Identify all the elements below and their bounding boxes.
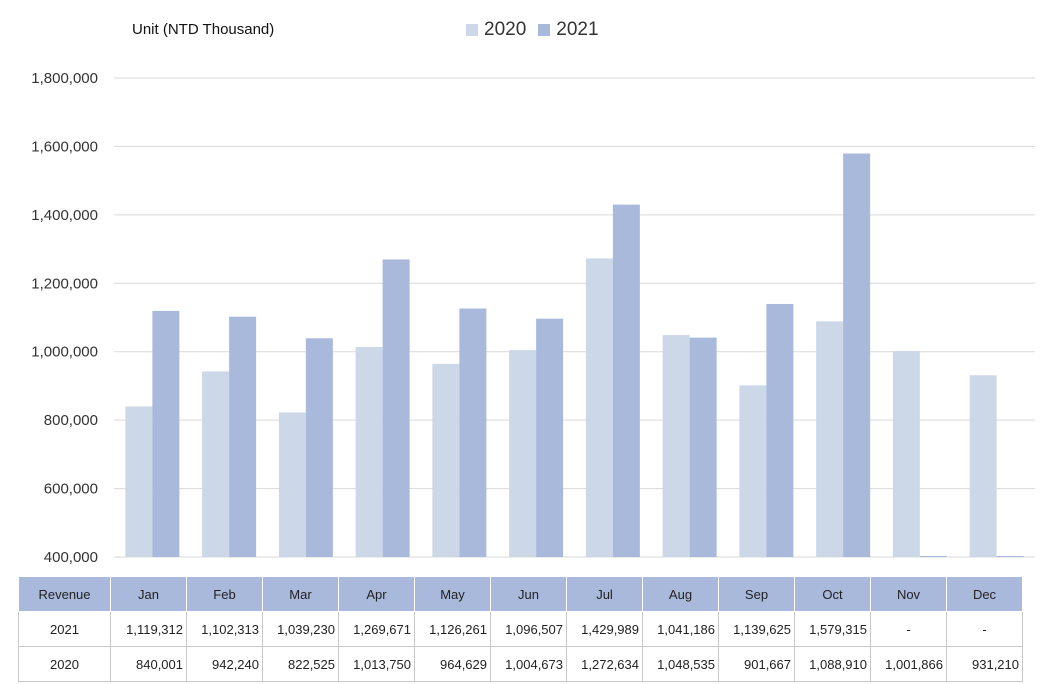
table-cell: 1,041,186 bbox=[642, 611, 719, 647]
table-header-may: May bbox=[414, 576, 491, 612]
y-tick-label: 1,000,000 bbox=[31, 344, 98, 361]
table-row-label: 2020 bbox=[18, 646, 111, 682]
bar-2021-sep bbox=[766, 303, 794, 557]
table-header-mar: Mar bbox=[262, 576, 339, 612]
table-header-dec: Dec bbox=[946, 576, 1023, 612]
y-tick-label: 1,200,000 bbox=[31, 275, 98, 292]
legend-item-2020: 2020 bbox=[466, 19, 526, 41]
table-cell: 1,102,313 bbox=[186, 611, 263, 647]
table-cell: 1,272,634 bbox=[566, 646, 643, 682]
bar-2021-oct bbox=[843, 153, 871, 557]
bar-2021-may bbox=[459, 308, 487, 557]
table-cell: - bbox=[946, 611, 1023, 647]
table-cell: 1,119,312 bbox=[110, 611, 187, 647]
table-cell: 1,004,673 bbox=[490, 646, 567, 682]
bar-2021-dec bbox=[996, 556, 1024, 557]
table-cell: 964,629 bbox=[414, 646, 491, 682]
table-header-sep: Sep bbox=[718, 576, 795, 612]
legend-label-2020: 2020 bbox=[484, 19, 527, 40]
table-cell: - bbox=[870, 611, 947, 647]
table-cell: 840,001 bbox=[110, 646, 187, 682]
table-cell: 1,048,535 bbox=[642, 646, 719, 682]
table-header-jan: Jan bbox=[110, 576, 187, 612]
table-cell: 1,088,910 bbox=[794, 646, 871, 682]
bar-2020-aug bbox=[662, 335, 690, 557]
bar-2020-nov bbox=[892, 351, 920, 557]
bar-2020-may bbox=[432, 363, 460, 557]
revenue-bar-chart: 400,000 600,000 800,000 1,000,000 1,200,000 1… bbox=[31, 70, 1035, 566]
table-header-row: Revenue Jan Feb Mar Apr May Jun Jul Aug Sep Oct No… bbox=[18, 576, 1023, 612]
bar-2020-jan bbox=[125, 406, 153, 557]
y-tick-label: 600,000 bbox=[44, 481, 98, 498]
bar-2020-sep bbox=[739, 385, 767, 557]
table-header-revenue: Revenue bbox=[18, 576, 111, 612]
y-tick-label: 800,000 bbox=[44, 412, 98, 429]
bar-2020-dec bbox=[969, 375, 997, 557]
bar-2021-jan bbox=[152, 310, 180, 557]
chart-legend: 2020 2021 bbox=[466, 19, 611, 41]
legend-item-2021: 2021 bbox=[538, 19, 599, 41]
table-cell: 901,667 bbox=[718, 646, 795, 682]
table-cell: 1,429,989 bbox=[566, 611, 643, 647]
bar-2021-mar bbox=[305, 338, 333, 557]
table-header-jun: Jun bbox=[490, 576, 567, 612]
bar-2021-jun bbox=[536, 318, 564, 557]
table-cell: 1,039,230 bbox=[262, 611, 339, 647]
bar-2021-nov bbox=[919, 556, 947, 557]
table-cell: 1,126,261 bbox=[414, 611, 491, 647]
table-cell: 931,210 bbox=[946, 646, 1023, 682]
bar-2020-apr bbox=[355, 347, 383, 557]
table-header-nov: Nov bbox=[870, 576, 947, 612]
table-cell: 1,013,750 bbox=[338, 646, 415, 682]
table-header-jul: Jul bbox=[566, 576, 643, 612]
bar-2020-feb bbox=[202, 371, 230, 557]
y-tick-label: 1,400,000 bbox=[31, 207, 98, 224]
table-cell: 942,240 bbox=[186, 646, 263, 682]
table-row: 2021 1,119,312 1,102,313 1,039,230 1,269,671… bbox=[18, 611, 1023, 647]
legend-swatch-2021 bbox=[538, 24, 551, 36]
legend-swatch-2020 bbox=[466, 24, 478, 36]
bar-2021-jul bbox=[612, 204, 640, 557]
table-header-feb: Feb bbox=[186, 576, 263, 612]
table-header-oct: Oct bbox=[794, 576, 871, 612]
y-tick-label: 1,800,000 bbox=[31, 70, 98, 87]
table-cell: 1,269,671 bbox=[338, 611, 415, 647]
bar-2020-jun bbox=[509, 350, 537, 557]
table-row-label: 2021 bbox=[18, 611, 111, 647]
table-header-aug: Aug bbox=[642, 576, 719, 612]
revenue-data-table: Revenue Jan Feb Mar Apr May Jun Jul Aug Sep Oct No… bbox=[18, 576, 1023, 682]
table-row: 2020 840,001 942,240 822,525 1,013,750 964,62… bbox=[18, 646, 1023, 682]
bar-2021-aug bbox=[689, 337, 717, 557]
bar-2020-oct bbox=[816, 321, 844, 557]
bar-2020-jul bbox=[585, 258, 613, 557]
bar-2020-mar bbox=[278, 412, 306, 557]
bar-2021-feb bbox=[229, 316, 257, 557]
table-cell: 1,096,507 bbox=[490, 611, 567, 647]
table-cell: 822,525 bbox=[262, 646, 339, 682]
y-tick-label: 1,600,000 bbox=[31, 138, 98, 155]
y-tick-label: 400,000 bbox=[44, 549, 98, 566]
table-header-apr: Apr bbox=[338, 576, 415, 612]
table-cell: 1,001,866 bbox=[870, 646, 947, 682]
table-cell: 1,579,315 bbox=[794, 611, 871, 647]
table-cell: 1,139,625 bbox=[718, 611, 795, 647]
legend-label-2021: 2021 bbox=[556, 19, 599, 40]
unit-label: Unit (NTD Thousand) bbox=[132, 21, 275, 38]
bar-2021-apr bbox=[382, 259, 410, 557]
